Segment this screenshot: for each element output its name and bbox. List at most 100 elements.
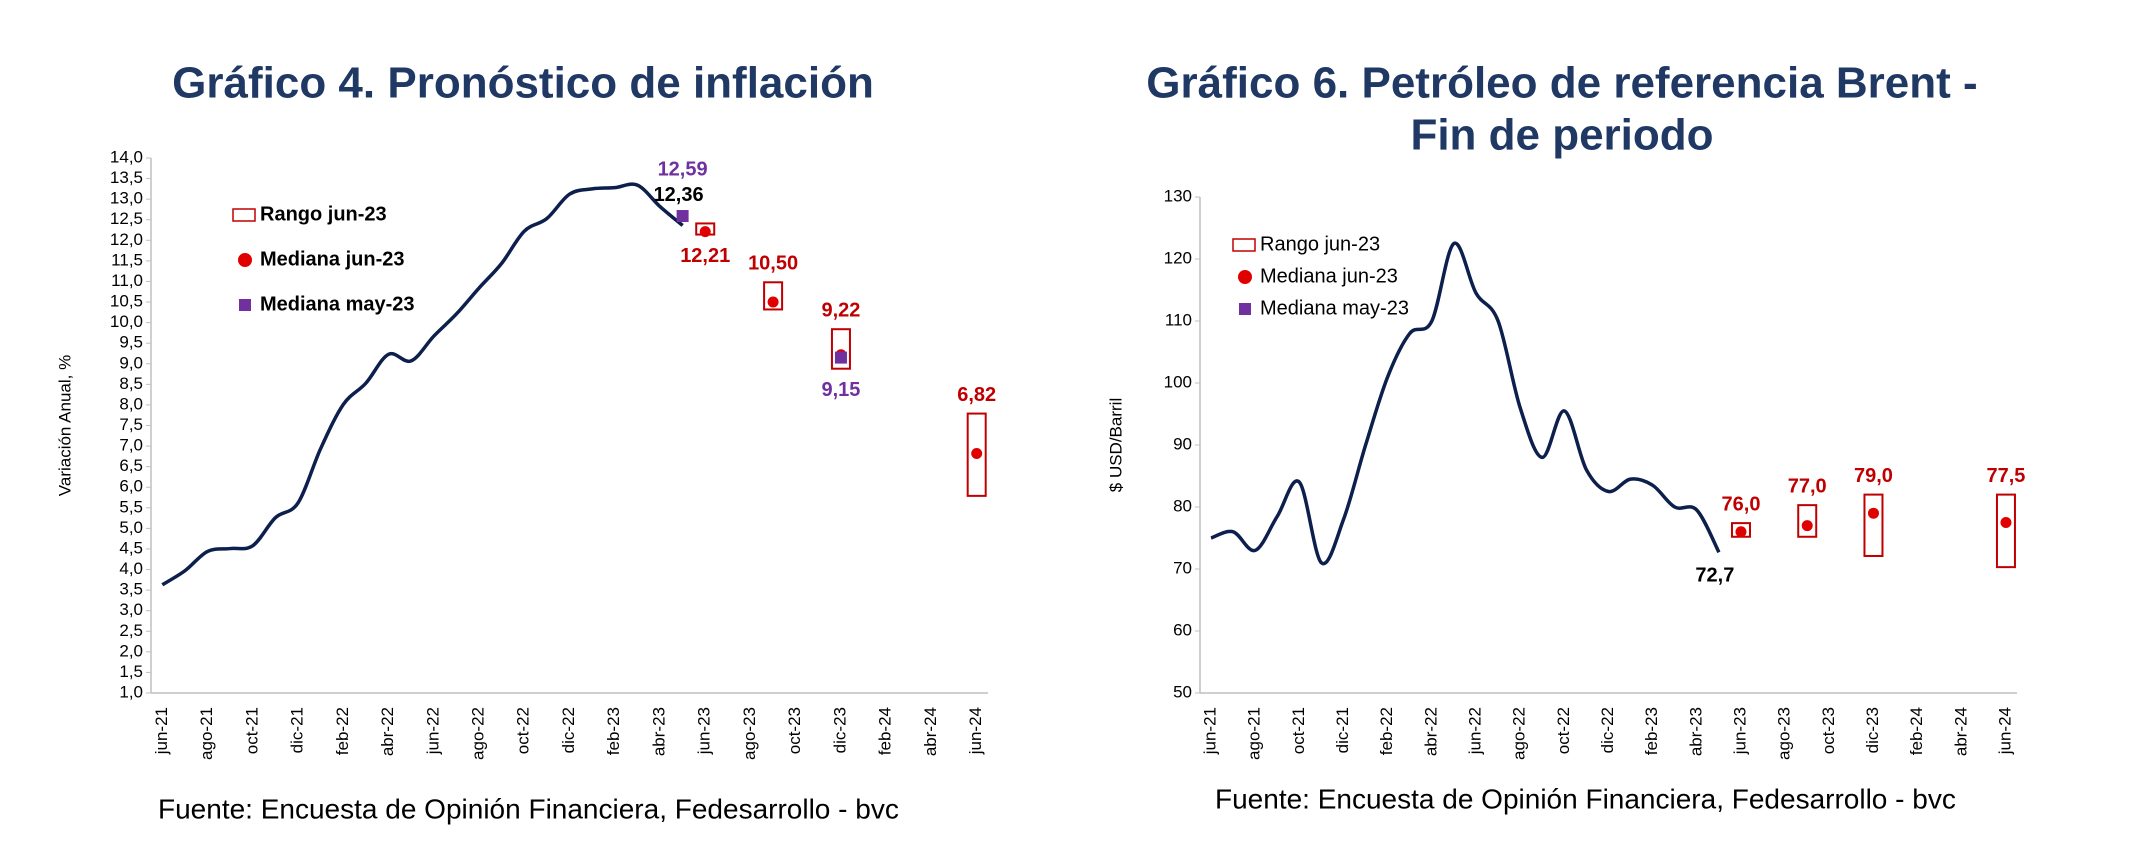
chart-title: Gráfico 4. Pronóstico de inflación <box>172 59 874 108</box>
legend-label: Mediana may-23 <box>1260 297 1409 319</box>
y-tick-label: 8,0 <box>119 394 143 413</box>
x-tick-label: jun-23 <box>1730 707 1749 755</box>
x-tick-label: oct-21 <box>242 707 261 754</box>
value-label: 77,5 <box>1986 465 2025 487</box>
value-label: 6,82 <box>957 384 996 406</box>
x-tick-label: feb-24 <box>1907 707 1926 755</box>
x-tick-label: feb-23 <box>604 707 623 755</box>
y-tick-label: 8,5 <box>119 374 143 393</box>
y-tick-label: 2,5 <box>119 621 143 640</box>
y-tick-label: 100 <box>1164 372 1192 391</box>
value-label: 72,7 <box>1695 565 1734 587</box>
x-tick-label: ago-23 <box>1775 707 1794 760</box>
x-tick-label: feb-22 <box>1377 707 1396 755</box>
y-tick-label: 3,5 <box>119 580 143 599</box>
x-tick-label: ago-21 <box>1245 707 1264 760</box>
y-tick-label: 4,0 <box>119 559 143 578</box>
y-axis-label: $ USD/Barril <box>1106 398 1125 492</box>
range-box <box>763 281 784 311</box>
value-label: 76,0 <box>1722 493 1761 515</box>
y-tick-label: 7,0 <box>119 436 143 455</box>
x-tick-label: jun-21 <box>1201 707 1220 755</box>
y-axis-label: Variación Anual, % <box>55 355 74 496</box>
x-tick-label: jun-21 <box>152 707 171 755</box>
x-tick-label: oct-22 <box>1554 707 1573 754</box>
x-tick-label: dic-22 <box>559 707 578 753</box>
y-tick-label: 5,0 <box>119 518 143 537</box>
y-tick-label: 70 <box>1173 558 1192 577</box>
x-tick-label: jun-22 <box>423 707 442 755</box>
y-tick-label: 7,5 <box>119 415 143 434</box>
x-tick-label: jun-24 <box>966 707 985 755</box>
x-tick-label: abr-24 <box>1951 707 1970 756</box>
y-tick-label: 130 <box>1164 186 1192 205</box>
source-note: Fuente: Encuesta de Opinión Financiera, … <box>1215 783 1956 814</box>
x-tick-label: ago-22 <box>468 707 487 760</box>
range-box <box>1863 493 1884 557</box>
x-tick-label: jun-24 <box>1995 707 2014 755</box>
x-tick-label: oct-21 <box>1289 707 1308 754</box>
y-tick-label: 80 <box>1173 496 1192 515</box>
x-tick-label: abr-22 <box>1421 707 1440 756</box>
y-tick-label: 90 <box>1173 434 1192 453</box>
x-tick-label: dic-23 <box>1863 707 1882 753</box>
median-marker <box>1735 526 1747 538</box>
y-tick-label: 2,0 <box>119 641 143 660</box>
median-marker <box>1867 507 1879 519</box>
x-tick-label: jun-23 <box>695 707 714 755</box>
legend-label: Mediana jun-23 <box>1260 265 1398 287</box>
y-tick-label: 11,5 <box>111 250 143 269</box>
value-label: 12,36 <box>654 184 704 206</box>
x-tick-label: ago-21 <box>197 707 216 760</box>
range-box <box>1797 504 1818 538</box>
x-tick-label: jun-22 <box>1465 707 1484 755</box>
y-tick-label: 120 <box>1164 248 1192 267</box>
y-tick-label: 12,5 <box>110 209 143 228</box>
value-label: 9,15 <box>821 379 860 401</box>
legend-label: Rango jun-23 <box>1260 233 1380 255</box>
y-tick-label: 9,5 <box>119 333 143 352</box>
median-marker <box>676 210 689 223</box>
median-marker <box>2000 517 2012 528</box>
x-tick-label: dic-21 <box>1333 707 1352 753</box>
y-tick-label: 11,0 <box>111 271 143 290</box>
x-tick-label: feb-22 <box>333 707 352 755</box>
value-label: 79,0 <box>1854 465 1893 487</box>
x-tick-label: oct-23 <box>1819 707 1838 754</box>
median-marker <box>971 447 983 459</box>
y-tick-label: 50 <box>1173 682 1192 701</box>
median-marker <box>834 351 847 364</box>
x-tick-label: abr-23 <box>649 707 668 756</box>
legend-swatch <box>232 208 256 222</box>
value-label: 77,0 <box>1788 475 1827 497</box>
y-tick-label: 10,0 <box>110 312 143 331</box>
legend-swatch <box>1239 303 1251 315</box>
legend-swatch <box>1232 238 1256 252</box>
x-tick-label: abr-22 <box>378 707 397 756</box>
legend-label: Rango jun-23 <box>260 203 387 225</box>
value-label: 10,50 <box>748 253 798 275</box>
y-tick-label: 13,0 <box>110 189 143 208</box>
x-tick-label: ago-22 <box>1510 707 1529 760</box>
data-line <box>161 182 684 587</box>
median-marker <box>699 226 711 238</box>
x-tick-label: oct-22 <box>514 707 533 754</box>
y-tick-label: 12,0 <box>110 230 143 249</box>
x-tick-label: feb-23 <box>1642 707 1661 755</box>
median-marker <box>767 296 779 308</box>
legend-swatch <box>238 253 252 267</box>
legend-swatch <box>1238 270 1252 284</box>
x-tick-label: abr-24 <box>921 707 940 756</box>
median-marker <box>1801 520 1813 532</box>
y-tick-label: 110 <box>1165 310 1192 329</box>
y-tick-label: 1,0 <box>119 682 143 701</box>
range-box <box>1995 493 2016 569</box>
y-tick-label: 5,5 <box>119 497 143 516</box>
x-tick-label: feb-24 <box>876 707 895 755</box>
y-tick-label: 9,0 <box>119 353 143 372</box>
x-tick-label: dic-22 <box>1598 707 1617 753</box>
legend-label: Mediana jun-23 <box>260 248 404 270</box>
x-tick-label: dic-23 <box>830 707 849 753</box>
